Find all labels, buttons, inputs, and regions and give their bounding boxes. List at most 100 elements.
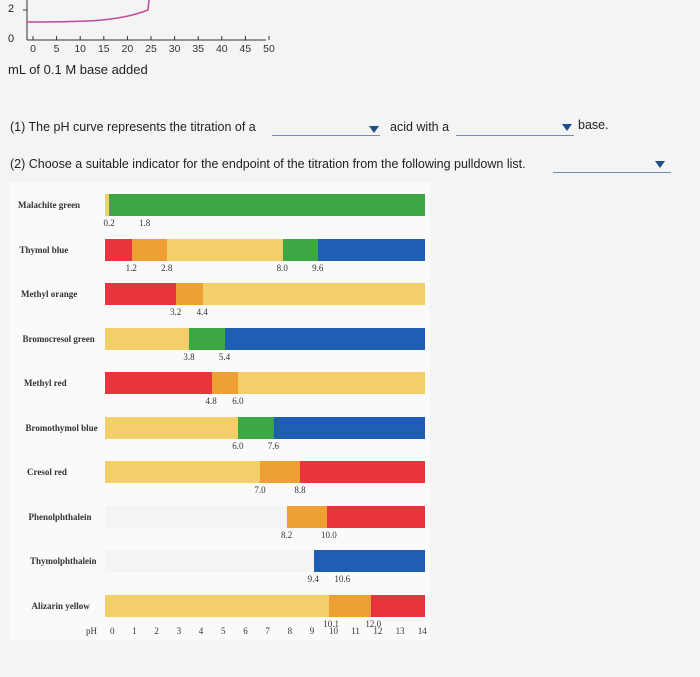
color-band [105,550,314,572]
color-band [167,238,283,261]
transition-range-label: 1.8 [138,218,151,228]
indicator-name: Alizarin yellow [31,600,90,611]
chevron-down-icon[interactable] [562,124,572,131]
ph-tick-label: 1 [132,626,137,636]
transition-range-label: 10.0 [321,529,337,540]
indicator-dropdown[interactable] [553,158,671,173]
transition-range-label: 9.4 [307,574,319,584]
ph-tick-label: 2 [154,626,159,636]
color-band [105,238,132,261]
x-tick-label: 20 [121,43,134,55]
transition-range-label: 5.4 [218,351,231,362]
titration-curve-plot [23,0,270,41]
x-tick-label: 50 [263,43,275,55]
ph-tick-label: 3 [176,626,182,636]
transition-range-label: 7.6 [267,440,279,451]
indicator-name: Thymolphthalein [30,556,97,566]
color-band [105,416,239,439]
ph-tick-label: 9 [309,626,315,636]
color-band [144,194,425,216]
transition-range-label: 10.6 [334,574,351,584]
transition-range-label: 0.2 [103,218,115,228]
transition-range-label: 6.0 [232,396,244,406]
x-tick-label: 5 [53,43,60,55]
color-band [202,283,425,305]
x-tick-label: 35 [192,43,205,55]
indicator-name: Methyl red [24,378,67,388]
ph-tick-label: 5 [221,626,226,636]
chevron-down-icon[interactable] [369,126,379,133]
acid-type-dropdown[interactable] [272,121,380,136]
ph-tick-label: 10 [329,626,338,636]
color-band [105,594,330,617]
chevron-down-icon[interactable] [655,161,665,168]
base-type-dropdown[interactable] [456,121,574,136]
question1-part3: base. [578,118,609,132]
color-band [105,327,190,350]
color-band [340,550,425,572]
color-band [189,327,225,350]
x-tick-label: 25 [145,43,157,55]
color-band [224,327,425,350]
color-band [287,505,327,528]
transition-range-label: 1.2 [125,262,137,273]
color-band [260,461,301,483]
indicator-name: Cresol red [27,467,67,477]
x-tick-label: 40 [215,43,228,55]
transition-range-label: 7.0 [254,485,266,495]
indicator-name: Phenolphthalein [28,511,92,522]
color-band [300,461,425,483]
ph-tick-label: 12 [373,626,383,636]
x-tick-label: 0 [30,43,36,55]
ph-tick-label: 13 [395,626,405,636]
x-axis-label: mL of 0.1 M base added [8,62,148,77]
color-band [105,194,110,216]
ph-tick-label: 7 [265,626,270,636]
color-band [211,372,239,394]
x-tick-label: 15 [97,43,110,55]
transition-range-label: 3.2 [170,307,182,317]
indicator-name: Bromothymol blue [25,422,98,433]
indicator-color-chart: Malachite green 0.2 1.8 Thymol blue 1.2 2.8 8.… [10,182,430,640]
ph-tick-label: 8 [287,626,293,636]
color-band [105,283,177,305]
transition-range-label: 4.8 [205,396,217,406]
transition-range-label: 8.2 [281,529,293,540]
indicator-name: Thymol blue [19,244,69,255]
y-tick-2: 2 [8,3,15,15]
transition-range-label: 8.0 [276,262,288,273]
transition-range-label: 4.4 [196,307,208,317]
question2-text: (2) Choose a suitable indicator for the … [10,157,526,171]
question1-part2: acid with a [390,120,450,134]
color-band [109,194,145,216]
transition-range-label: 6.0 [232,440,244,451]
color-band [238,416,274,439]
ph-tick-label: 14 [417,626,427,636]
transition-range-label: 8.8 [294,485,306,495]
ph-tick-label: 6 [243,626,248,636]
ph-tick-label: 4 [198,626,204,636]
color-band [318,238,425,261]
x-tick-label: 10 [74,43,87,55]
indicator-name: Bromocresol green [22,333,95,344]
color-band [327,505,425,528]
transition-range-label: 9.6 [312,262,324,273]
transition-range-label: 12.0 [365,618,382,629]
ph-curve [26,0,150,23]
color-band [131,238,168,261]
question1-part1: (1) The pH curve represents the titratio… [10,120,256,134]
color-band [176,283,203,305]
ph-axis-label: pH [86,626,97,636]
color-band [282,238,319,261]
color-band [105,461,261,483]
indicator-name: Malachite green [18,200,81,210]
ph-tick-label: 11 [351,626,360,636]
transition-range-label: 2.8 [161,262,173,273]
x-tick-label: 45 [239,43,252,55]
color-band [105,505,288,528]
y-tick-0: 0 [8,33,15,45]
color-band [371,594,425,617]
x-tick-label: 30 [168,43,181,55]
color-band [313,550,341,572]
transition-range-label: 10.1 [323,618,339,629]
